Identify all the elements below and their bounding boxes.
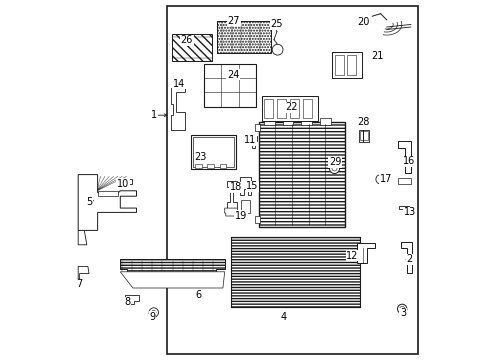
Polygon shape [78,175,136,230]
Bar [172,34,212,61]
Bar [359,131,367,140]
Text: 7: 7 [76,279,82,289]
Bar [204,64,256,107]
Bar [303,99,311,118]
Polygon shape [400,242,411,273]
Text: 8: 8 [124,297,130,307]
Bar [207,164,213,168]
Text: 13: 13 [403,207,415,217]
Text: 1: 1 [151,110,157,120]
Text: 9: 9 [149,312,156,322]
Circle shape [151,310,156,315]
Bar [377,176,383,183]
Bar [277,99,285,118]
Bar [282,118,293,125]
Text: 5: 5 [86,197,92,207]
Polygon shape [125,295,139,304]
Text: 27: 27 [227,16,240,26]
Polygon shape [240,177,250,195]
Bar [193,137,233,167]
Polygon shape [399,206,408,212]
Bar [289,99,299,118]
Bar [167,6,417,354]
Text: 24: 24 [226,70,239,80]
Polygon shape [227,181,236,208]
Polygon shape [120,272,224,288]
Bar [358,130,368,142]
Text: 10: 10 [117,179,129,189]
Bar [320,118,330,125]
Text: 26: 26 [181,35,193,45]
Circle shape [399,306,404,311]
Bar [191,135,236,169]
Text: 2: 2 [406,254,412,264]
Circle shape [331,166,336,171]
Polygon shape [397,178,410,184]
Bar [261,96,317,121]
Text: 6: 6 [195,290,201,300]
Polygon shape [98,191,118,196]
Text: 29: 29 [328,157,341,167]
Polygon shape [120,179,132,187]
Text: 15: 15 [246,181,258,192]
Bar [195,164,201,168]
Polygon shape [356,243,374,263]
Text: 28: 28 [356,117,369,127]
Circle shape [329,163,339,174]
Text: 17: 17 [379,174,391,184]
Polygon shape [120,259,224,272]
Circle shape [272,44,283,55]
Bar [301,118,311,125]
Polygon shape [255,216,259,223]
Text: 12: 12 [346,251,358,261]
Text: 21: 21 [371,51,383,61]
Text: 16: 16 [402,156,414,166]
Bar [331,52,362,78]
Text: 18: 18 [229,182,242,192]
Circle shape [149,308,158,317]
Bar [264,118,274,125]
Bar [217,21,271,53]
Polygon shape [78,230,87,245]
Polygon shape [170,88,185,130]
Polygon shape [255,124,259,131]
Polygon shape [397,141,410,173]
Circle shape [397,304,406,314]
Polygon shape [224,208,238,216]
Bar [258,122,345,227]
Bar [230,237,360,307]
Bar [264,99,273,118]
Text: 20: 20 [356,17,369,27]
Bar [347,55,356,75]
Polygon shape [78,266,89,279]
Text: 14: 14 [172,78,185,89]
Circle shape [375,175,385,184]
Bar [334,55,343,75]
Text: 4: 4 [281,312,286,322]
Text: 23: 23 [194,152,206,162]
Text: 3: 3 [399,308,405,318]
Bar [241,200,249,213]
Text: 25: 25 [270,19,283,30]
Bar [219,164,225,168]
Polygon shape [247,136,257,148]
Text: 11: 11 [244,135,256,145]
Text: 22: 22 [285,102,297,112]
Text: 19: 19 [234,211,246,221]
